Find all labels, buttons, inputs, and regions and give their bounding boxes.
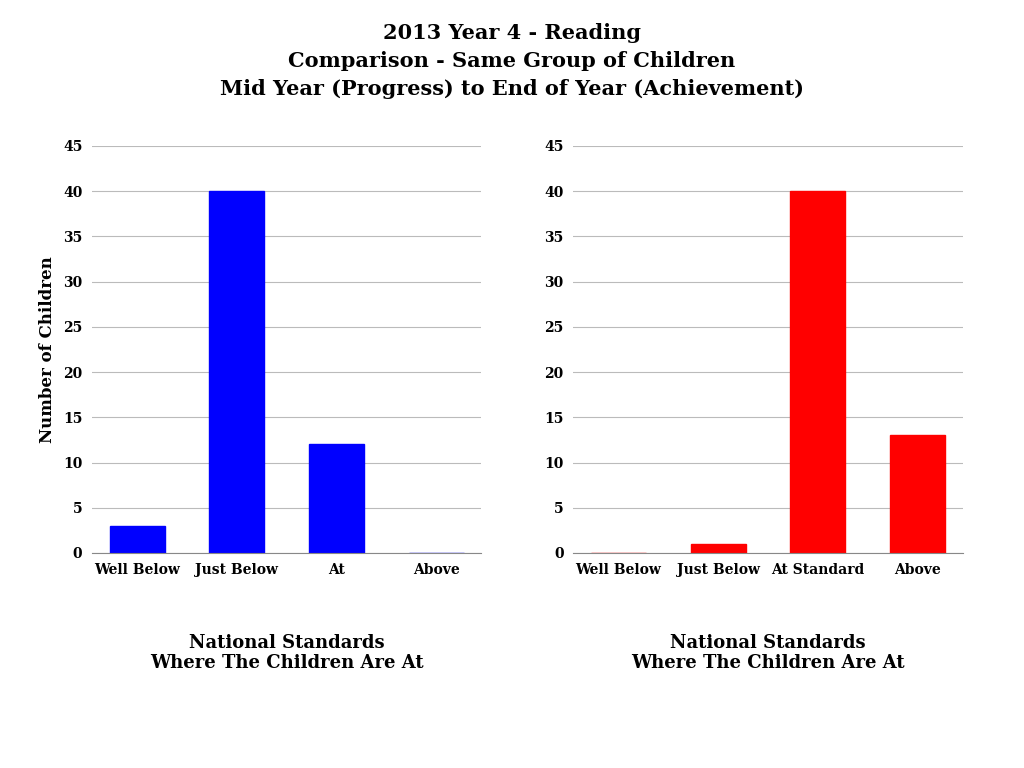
Bar <box>110 526 165 553</box>
Y-axis label: Number of Children: Number of Children <box>39 256 56 443</box>
Bar <box>890 435 945 553</box>
Bar <box>309 445 364 553</box>
Text: National Standards
Where The Children Are At: National Standards Where The Children Ar… <box>150 634 424 673</box>
Text: National Standards
Where The Children Are At: National Standards Where The Children Ar… <box>631 634 905 673</box>
Bar <box>210 191 264 553</box>
Text: 2013 Year 4 - Reading
Comparison - Same Group of Children
Mid Year (Progress) to: 2013 Year 4 - Reading Comparison - Same … <box>220 23 804 99</box>
Bar <box>791 191 845 553</box>
Bar <box>691 544 745 553</box>
